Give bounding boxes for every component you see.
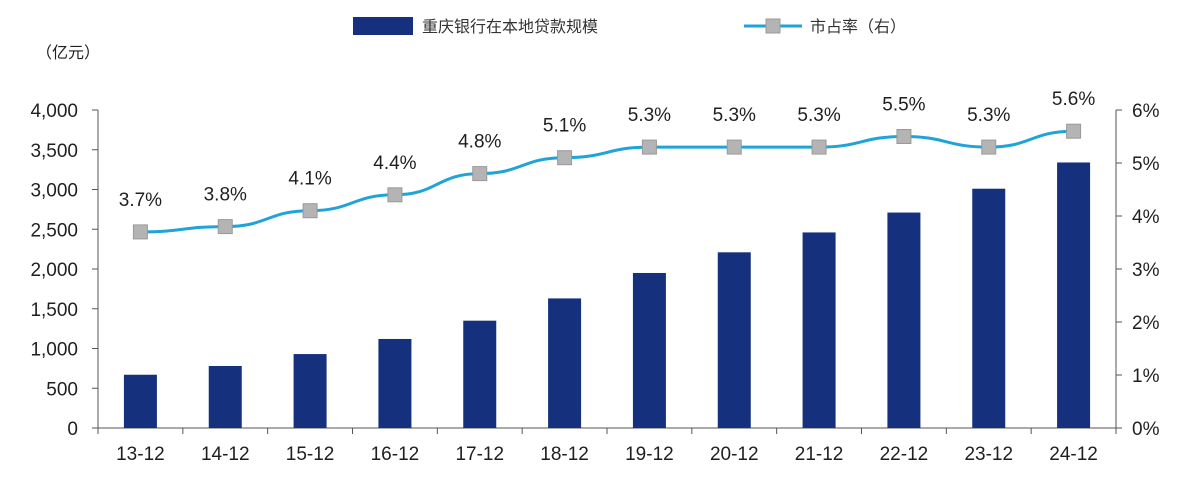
share-marker	[387, 187, 403, 203]
share-data-label: 4.8%	[458, 132, 501, 153]
x-tick-label: 17-12	[455, 444, 504, 465]
y-right-tick-label: 6%	[1132, 101, 1160, 122]
bar	[123, 374, 157, 428]
share-data-label: 5.1%	[543, 116, 586, 137]
y-left-tick-label: 3,500	[30, 141, 78, 162]
share-data-label: 5.3%	[713, 105, 756, 126]
y-right-tick-label: 3%	[1132, 260, 1160, 281]
x-tick-label: 20-12	[710, 444, 759, 465]
share-marker	[641, 139, 657, 155]
share-data-label: 4.1%	[288, 169, 331, 190]
legend-bar-swatch	[353, 17, 413, 35]
y-right-tick-label: 4%	[1132, 207, 1160, 228]
x-tick-label: 13-12	[116, 444, 165, 465]
share-data-label: 4.4%	[373, 153, 416, 174]
share-marker	[557, 150, 573, 166]
share-data-label: 5.5%	[882, 95, 925, 116]
x-tick-label: 15-12	[286, 444, 335, 465]
bar	[548, 298, 582, 428]
y-left-tick-label: 500	[46, 379, 78, 400]
x-tick-label: 19-12	[625, 444, 674, 465]
y-left-unit-label: （亿元）	[36, 43, 100, 62]
share-marker	[302, 203, 318, 219]
share-line	[140, 129, 1074, 234]
share-marker	[726, 139, 742, 155]
bar	[1057, 162, 1091, 428]
share-data-label: 3.8%	[204, 185, 247, 206]
share-data-label: 3.7%	[119, 190, 162, 211]
legend-line-label: 市占率（右）	[810, 17, 906, 36]
share-marker	[472, 166, 488, 182]
x-tick-label: 16-12	[371, 444, 420, 465]
x-tick-label: 21-12	[795, 444, 844, 465]
x-tick-label: 18-12	[540, 444, 589, 465]
y-right-tick-label: 2%	[1132, 313, 1160, 334]
bar	[632, 272, 666, 428]
share-marker	[1066, 123, 1082, 139]
bar	[378, 338, 412, 428]
y-right-tick-label: 1%	[1132, 366, 1160, 387]
legend-bar-label: 重庆银行在本地贷款规模	[422, 17, 598, 36]
y-left-tick-label: 2,000	[30, 260, 78, 281]
y-left-tick-label: 1,000	[30, 340, 78, 361]
legend-line-marker	[765, 18, 781, 34]
x-tick-label: 14-12	[201, 444, 250, 465]
bar	[887, 212, 921, 428]
share-marker	[811, 139, 827, 155]
share-data-label: 5.3%	[967, 105, 1010, 126]
x-tick-label: 23-12	[964, 444, 1013, 465]
bar	[717, 252, 751, 428]
y-left-tick-label: 2,500	[30, 220, 78, 241]
x-tick-label: 24-12	[1049, 444, 1098, 465]
share-data-label: 5.6%	[1052, 89, 1095, 110]
y-left-tick-label: 4,000	[30, 101, 78, 122]
bar	[972, 188, 1006, 428]
bar	[463, 320, 497, 428]
y-left-tick-label: 0	[67, 419, 78, 440]
share-marker	[217, 219, 233, 235]
y-right-tick-label: 0%	[1132, 419, 1160, 440]
bar	[293, 354, 327, 428]
share-data-label: 5.3%	[628, 105, 671, 126]
share-data-label: 5.3%	[797, 105, 840, 126]
bar	[802, 232, 836, 428]
y-left-tick-label: 1,500	[30, 300, 78, 321]
x-tick-label: 22-12	[880, 444, 929, 465]
y-left-tick-label: 3,000	[30, 181, 78, 202]
share-marker	[132, 224, 148, 240]
y-right-tick-label: 5%	[1132, 154, 1160, 175]
share-marker	[981, 139, 997, 155]
bar	[208, 365, 242, 428]
share-marker	[896, 129, 912, 144]
